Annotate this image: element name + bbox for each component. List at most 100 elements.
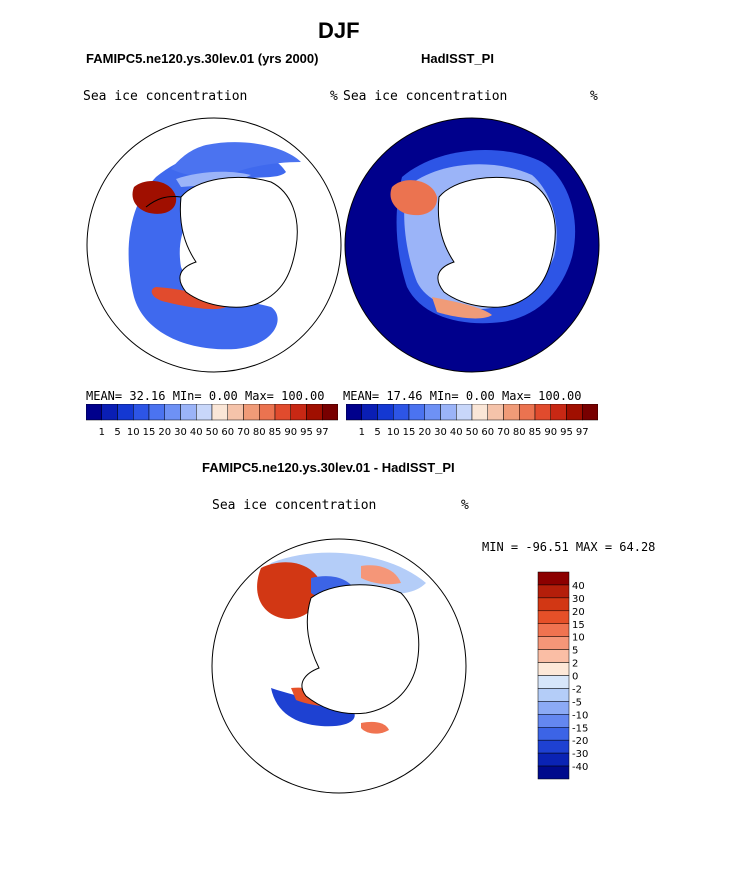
left-colorbar-tick-label: 85 — [269, 427, 282, 438]
left-colorbar-swatch — [180, 404, 197, 421]
diff-colorbar-swatch — [537, 675, 570, 689]
right-colorbar-tick-label: 60 — [481, 427, 494, 438]
right-colorbar-tick-label: 97 — [576, 427, 589, 438]
right-colorbar-tick-label: 20 — [418, 427, 431, 438]
diff-colorbar-tick-label: -20 — [572, 736, 588, 747]
diff-stats: MIN = -96.51 MAX = 64.28 — [482, 540, 656, 554]
right-mean-value: 17.46 — [386, 389, 423, 403]
diff-weddell-positive — [257, 562, 322, 619]
right-colorbar-swatch — [440, 404, 457, 421]
diff-colorbar-swatch — [537, 765, 570, 780]
diff-colorbar-tick-label: 2 — [572, 659, 578, 670]
right-colorbar-tick-label: 80 — [513, 427, 526, 438]
right-ice-weddell — [390, 180, 438, 216]
left-colorbar-swatch — [148, 404, 165, 421]
diff-colorbar-tick-label: -40 — [572, 762, 588, 773]
left-colorbar-swatch — [117, 404, 134, 421]
diff-colorbar-tick-label: -15 — [572, 723, 588, 734]
diff-colorbar-swatch — [537, 584, 570, 599]
diff-colorbar-tick-label: 30 — [572, 594, 585, 605]
left-colorbar-swatch — [227, 404, 244, 421]
diff-colorbar-swatch — [537, 701, 570, 715]
diff-colorbar-tick-label: -5 — [572, 697, 582, 708]
left-colorbar-tick-label: 80 — [253, 427, 266, 438]
right-colorbar-swatch — [377, 404, 394, 421]
right-colorbar-tick-label: 70 — [497, 427, 510, 438]
diff-colorbar-swatch — [537, 727, 570, 741]
left-max-value: 100.00 — [281, 389, 325, 403]
diff-east-small — [361, 721, 389, 734]
left-colorbar-tick-label: 60 — [221, 427, 234, 438]
right-colorbar-swatch — [471, 404, 488, 421]
right-colorbar-swatch — [566, 404, 583, 421]
left-colorbar-tick-label: 30 — [174, 427, 187, 438]
left-ice-ross — [151, 287, 226, 310]
right-colorbar-swatch — [487, 404, 504, 421]
diff-colorbar-swatch — [537, 636, 570, 650]
left-colorbar-swatch — [290, 404, 307, 421]
diff-colorbar-tick-label: 5 — [572, 646, 578, 657]
right-colorbar-swatch — [346, 404, 362, 421]
right-colorbar-swatch — [550, 404, 567, 421]
diff-unit: % — [461, 498, 469, 513]
left-colorbar-swatch — [86, 404, 102, 421]
left-colorbar-tick-label: 15 — [143, 427, 156, 438]
diff-colorbar-tick-label: 20 — [572, 607, 585, 618]
left-colorbar-swatch — [101, 404, 118, 421]
left-colorbar-tick-label: 95 — [300, 427, 313, 438]
left-max-label: Max= — [245, 389, 274, 403]
diff-colorbar-swatch — [537, 649, 570, 663]
right-colorbar-swatch — [393, 404, 410, 421]
right-colorbar-tick-label: 30 — [434, 427, 447, 438]
left-colorbar-swatch — [322, 404, 338, 421]
right-colorbar-tick-label: 5 — [374, 427, 380, 438]
right-colorbar-swatch — [534, 404, 551, 421]
diff-colorbar-swatch — [537, 610, 570, 624]
diff-map — [211, 538, 467, 794]
left-min-value: 0.00 — [208, 389, 238, 403]
diff-colorbar-tick-label: -10 — [572, 710, 588, 721]
diff-east-positive — [361, 565, 401, 585]
left-colorbar-tick-label: 10 — [127, 427, 140, 438]
diff-colorbar-swatch — [537, 752, 570, 767]
right-subtitle: HadISST_PI — [421, 51, 494, 66]
left-mean-label: MEAN= — [86, 389, 123, 403]
left-map — [86, 117, 342, 373]
right-field-label: Sea ice concentration — [343, 89, 508, 104]
left-colorbar-tick-label: 1 — [99, 427, 105, 438]
left-colorbar-tick-label: 97 — [316, 427, 329, 438]
right-colorbar-tick-label: 1 — [359, 427, 365, 438]
right-stats: MEAN= 17.46 MIn= 0.00 Max= 100.00 — [343, 389, 582, 403]
right-max-value: 100.00 — [538, 389, 582, 403]
left-field-label: Sea ice concentration — [83, 89, 248, 104]
right-colorbar-swatch — [456, 404, 473, 421]
left-ice-pale — [176, 171, 251, 187]
right-colorbar: 1 5 10 15 20 30 40 50 60 70 80 85 90 95 97 — [346, 404, 598, 438]
diff-colorbar-swatch — [537, 623, 570, 637]
left-colorbar: 1 5 10 15 20 30 40 50 60 70 80 85 90 95 97 — [86, 404, 338, 438]
right-min-label: MIn= — [429, 389, 459, 403]
right-map — [344, 117, 600, 373]
right-colorbar-tick-label: 40 — [450, 427, 463, 438]
diff-colorbar-tick-label: -2 — [572, 684, 582, 695]
left-stats: MEAN= 32.16 MIn= 0.00 Max= 100.00 — [86, 389, 325, 403]
right-colorbar-swatch — [582, 404, 598, 421]
left-colorbar-tick-label: 70 — [237, 427, 250, 438]
page-title: DJF — [318, 18, 360, 43]
left-colorbar-swatch — [211, 404, 228, 421]
left-colorbar-tick-label: 40 — [190, 427, 203, 438]
diff-colorbar-tick-label: 15 — [572, 620, 585, 631]
diff-field-label: Sea ice concentration — [212, 498, 377, 513]
diff-antarctica — [301, 584, 420, 715]
right-colorbar-tick-label: 50 — [466, 427, 479, 438]
right-antarctica — [437, 176, 556, 308]
right-mean-label: MEAN= — [343, 389, 380, 403]
right-colorbar-tick-label: 85 — [529, 427, 542, 438]
diff-colorbar-tick-label: 10 — [572, 633, 585, 644]
diff-colorbar-tick-label: 0 — [572, 672, 578, 683]
diff-colorbar-swatch — [537, 739, 570, 754]
diff-colorbar-tick-label: -30 — [572, 749, 588, 760]
left-ice-ring-outer — [171, 142, 301, 177]
right-colorbar-swatch — [503, 404, 520, 421]
